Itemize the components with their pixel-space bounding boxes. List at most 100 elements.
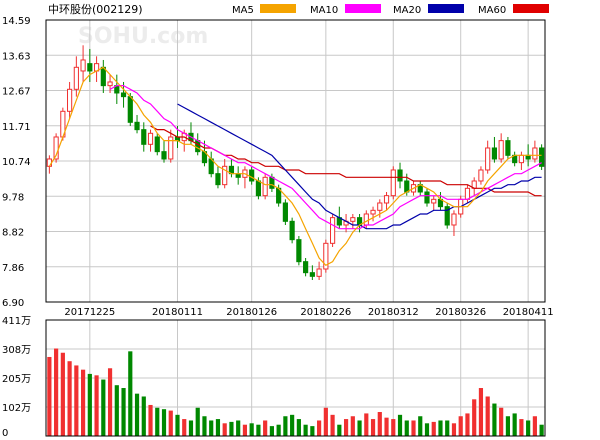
volume-bar <box>485 396 490 436</box>
price-axis-labels: 14.59 13.63 12.67 11.71 10.74 9.78 8.82 7.86 6.9… <box>2 16 31 309</box>
candle-body <box>73 66 79 90</box>
legend-swatch-ma10 <box>345 4 381 13</box>
candle-body <box>269 176 275 189</box>
candle-body <box>404 180 410 193</box>
candle-body <box>397 169 403 182</box>
volume-bar <box>263 420 268 436</box>
volume-bar <box>532 416 537 436</box>
volume-bar <box>445 420 450 436</box>
volume-bar <box>202 416 207 436</box>
date-tick-label: 20180126 <box>226 307 277 318</box>
candle-body <box>464 187 471 200</box>
candle-body <box>539 147 545 167</box>
candle-body <box>127 96 133 123</box>
candle-body <box>67 88 73 112</box>
price-tick-label: 8.82 <box>2 228 24 239</box>
candle-body <box>377 202 383 211</box>
candle-body <box>431 198 437 204</box>
volume-bar <box>195 407 200 436</box>
volume-bar <box>60 352 65 436</box>
candle-body <box>309 272 315 277</box>
volume-axis-labels: 411万 308万 205万 102万 0 <box>2 316 31 439</box>
volume-bar <box>438 420 443 436</box>
volume-tick-label: 308万 <box>2 345 31 356</box>
volume-bar <box>343 419 349 436</box>
volume-panel-frame <box>45 319 546 437</box>
candle-body <box>289 220 295 241</box>
volume-bar <box>357 420 362 436</box>
candle-body <box>363 213 369 226</box>
volume-bar <box>404 420 409 436</box>
volume-bar <box>74 365 79 436</box>
volume-bar <box>168 410 173 436</box>
volume-bar <box>451 423 457 436</box>
volume-bar <box>411 420 416 436</box>
volume-bar <box>107 368 113 436</box>
volume-bar <box>330 414 335 436</box>
volume-bar <box>215 419 221 436</box>
price-tick-label: 6.90 <box>2 298 24 309</box>
volume-bar <box>384 417 389 436</box>
ma5-line <box>48 66 542 267</box>
candle-body <box>323 242 329 270</box>
volume-bar <box>458 416 463 436</box>
legend-swatch-ma60 <box>513 4 549 13</box>
volume-bar <box>296 419 301 436</box>
candle-body <box>303 261 309 274</box>
volume-bar-series <box>47 348 544 436</box>
volume-bar <box>134 393 140 436</box>
candle-body <box>249 169 255 182</box>
chart-frames <box>45 19 546 437</box>
watermark-text: SOHU.com <box>78 24 208 49</box>
candle-body <box>222 165 228 186</box>
candle-body <box>120 92 127 98</box>
date-tick-label: 20180326 <box>435 307 486 318</box>
price-tick-label: 14.59 <box>2 16 31 27</box>
date-tick-label: 20180411 <box>503 307 554 318</box>
stock-title: 中环股份(002129) <box>48 3 143 16</box>
volume-bar <box>242 424 248 436</box>
volume-bar <box>128 351 133 436</box>
volume-bar <box>539 424 544 436</box>
candle-body <box>478 169 484 182</box>
volume-bar <box>350 416 355 436</box>
volume-tick-label: 205万 <box>2 374 31 385</box>
volume-tick-label: 0 <box>2 428 8 439</box>
volume-bar <box>175 414 180 436</box>
candle-body <box>147 132 154 145</box>
candle-body <box>329 217 336 244</box>
volume-grid <box>46 348 545 408</box>
legend-label-ma20: MA20 <box>393 5 421 16</box>
volume-bar <box>229 421 234 436</box>
date-axis-labels: 20171225 20180111 20180126 20180226 20180312… <box>64 307 553 318</box>
price-panel-frame <box>45 19 546 303</box>
candle-body <box>262 176 268 197</box>
candle-body <box>87 63 93 72</box>
volume-bar <box>465 413 470 436</box>
volume-bar <box>80 369 86 436</box>
candle-body <box>518 154 524 164</box>
volume-bar <box>222 423 227 436</box>
volume-bar <box>492 403 497 436</box>
candle-body <box>370 209 376 215</box>
volume-bar <box>303 424 308 436</box>
volume-bar <box>188 420 194 436</box>
volume-bar <box>505 416 511 436</box>
candle-body <box>350 217 356 222</box>
candle-body <box>485 147 491 171</box>
price-tick-label: 7.86 <box>2 263 24 274</box>
volume-bar <box>161 409 167 436</box>
volume-bar <box>337 424 342 436</box>
volume-bar <box>418 416 423 436</box>
candle-body <box>255 180 262 197</box>
volume-bar <box>519 419 524 436</box>
volume-bar <box>54 348 59 436</box>
date-tick-label: 20180111 <box>152 307 203 318</box>
volume-bar <box>472 399 477 436</box>
candle-body <box>451 213 457 226</box>
volume-bar <box>290 414 295 436</box>
candle-body <box>80 59 86 72</box>
price-tick-label: 12.67 <box>2 87 31 98</box>
volume-bar <box>512 413 517 436</box>
